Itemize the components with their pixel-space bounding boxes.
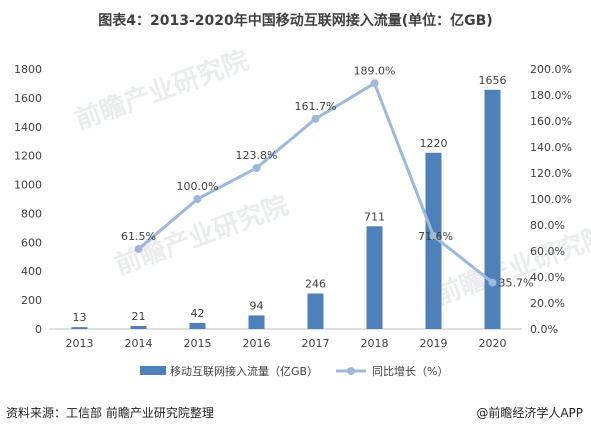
growth-point-2018 bbox=[370, 79, 379, 88]
growth-point-2017 bbox=[311, 114, 320, 123]
growth-point-2019 bbox=[429, 231, 438, 240]
y-left-tick-label: 1400 bbox=[14, 121, 42, 134]
y-right-tick-label: 0.0% bbox=[530, 323, 558, 336]
y-left-tick-label: 1600 bbox=[14, 92, 42, 105]
y-right-tick-label: 100.0% bbox=[530, 193, 572, 206]
y-left-tick-label: 800 bbox=[21, 207, 42, 220]
bar-value-label: 21 bbox=[132, 310, 146, 323]
legend-line-marker bbox=[347, 367, 355, 375]
y-right-tick-label: 40.0% bbox=[530, 271, 565, 284]
x-tick-label: 2018 bbox=[361, 337, 389, 350]
x-tick-label: 2017 bbox=[302, 337, 330, 350]
growth-point-2014 bbox=[134, 245, 143, 254]
x-tick-label: 2019 bbox=[420, 337, 448, 350]
growth-point-2020 bbox=[488, 278, 497, 287]
bar-2014 bbox=[130, 325, 147, 329]
brand-credit: @前瞻经济学人APP bbox=[476, 406, 583, 420]
bar-2016 bbox=[248, 315, 265, 329]
growth-value-label: 123.8% bbox=[236, 149, 278, 162]
growth-value-label: 100.0% bbox=[177, 180, 219, 193]
bar-value-label: 711 bbox=[364, 210, 385, 223]
y-right-tick-label: 20.0% bbox=[530, 297, 565, 310]
y-left-tick-label: 1800 bbox=[14, 63, 42, 76]
bar-value-label: 1220 bbox=[420, 137, 448, 150]
y-right-tick-label: 200.0% bbox=[530, 63, 572, 76]
y-left-tick-label: 0 bbox=[35, 323, 42, 336]
y-right-tick-label: 80.0% bbox=[530, 219, 565, 232]
bar-value-label: 1656 bbox=[479, 74, 507, 87]
y-left-tick-label: 200 bbox=[21, 294, 42, 307]
bar-2013 bbox=[71, 327, 88, 329]
growth-value-label: 161.7% bbox=[295, 100, 337, 113]
legend-line-label: 同比增长（%） bbox=[372, 364, 448, 378]
y-right-tick-label: 160.0% bbox=[530, 115, 572, 128]
y-right-tick-label: 120.0% bbox=[530, 167, 572, 180]
y-left-tick-label: 600 bbox=[21, 236, 42, 249]
growth-point-2015 bbox=[193, 195, 202, 203]
x-tick-label: 2016 bbox=[243, 337, 271, 350]
x-tick-label: 2013 bbox=[66, 337, 94, 350]
x-tick-label: 2015 bbox=[184, 337, 212, 350]
bar-2020 bbox=[484, 89, 501, 329]
source-note: 资料来源：工信部 前瞻产业研究院整理 bbox=[6, 406, 214, 420]
bar-value-label: 42 bbox=[191, 307, 205, 320]
x-tick-label: 2014 bbox=[125, 337, 153, 350]
combo-chart: 0 200 400 600 800 1000 1200 1400 1600 1800 0.0% 20.… bbox=[14, 63, 572, 378]
bar-2017 bbox=[307, 293, 324, 329]
y-right-tick-label: 180.0% bbox=[530, 89, 572, 102]
growth-value-label: 35.7% bbox=[499, 277, 534, 290]
y-left-tick-label: 1000 bbox=[14, 179, 42, 192]
x-tick-label: 2020 bbox=[479, 337, 507, 350]
y-right-tick-label: 60.0% bbox=[530, 245, 565, 258]
chart-title: 图表4：2013-2020年中国移动互联网接入流量(单位：亿GB) bbox=[98, 13, 493, 29]
growth-point-2016 bbox=[252, 164, 261, 173]
bar-2015 bbox=[189, 322, 206, 329]
growth-value-label: 61.5% bbox=[121, 230, 156, 243]
legend-bar-label: 移动互联网接入流量（亿GB） bbox=[170, 364, 318, 378]
growth-value-label: 189.0% bbox=[354, 64, 396, 77]
y-left-tick-label: 400 bbox=[21, 265, 42, 278]
y-left-tick-label: 1200 bbox=[14, 150, 42, 163]
bar-value-label: 94 bbox=[250, 299, 264, 312]
y-right-tick-label: 140.0% bbox=[530, 141, 572, 154]
bar-2018 bbox=[366, 226, 383, 329]
bar-value-label: 13 bbox=[73, 311, 87, 324]
bar-2019 bbox=[425, 152, 442, 329]
growth-value-label: 71.6% bbox=[418, 230, 453, 243]
bar-value-label: 246 bbox=[305, 277, 326, 290]
legend-bar-swatch bbox=[140, 366, 166, 375]
